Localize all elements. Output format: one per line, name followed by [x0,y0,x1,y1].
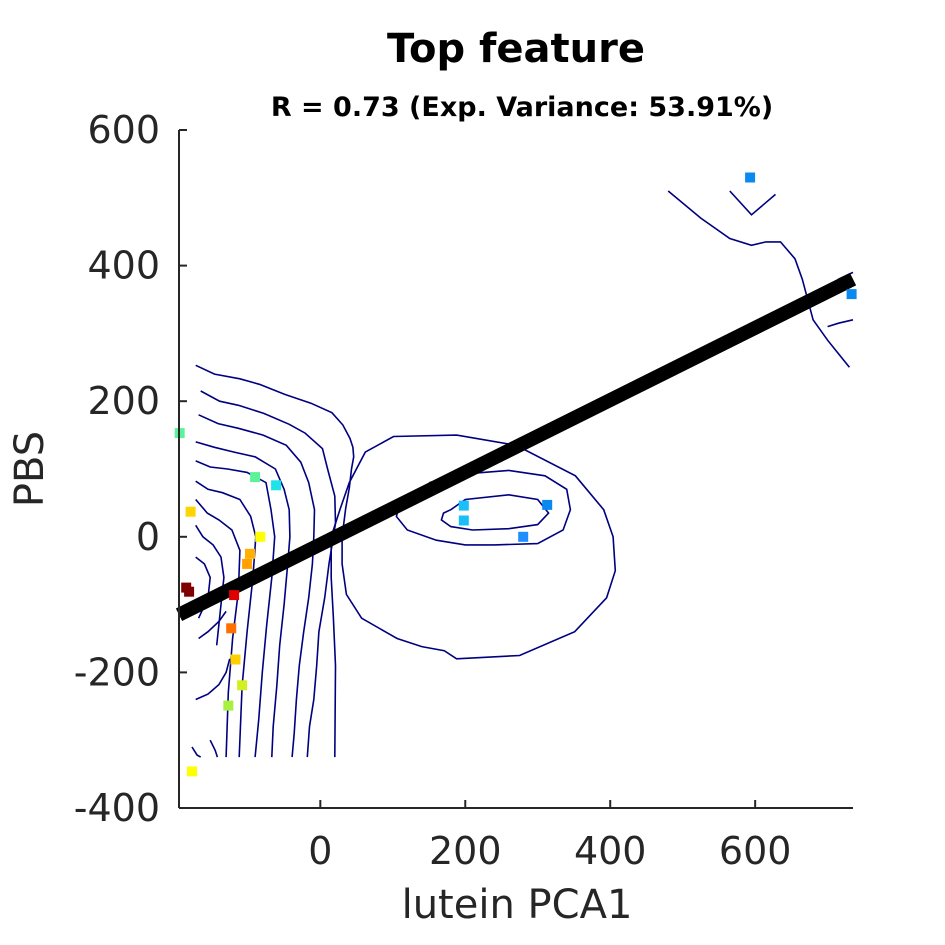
data-point-21 [187,766,197,777]
y-ticks: -400 -200 0 200 400 600 [74,108,187,830]
data-point-10 [185,506,196,517]
data-point-7 [271,480,282,491]
data-point-4 [518,531,529,542]
data-point-3 [542,499,553,510]
y-axis-label: PBS [7,431,53,507]
y-tick-label: -400 [74,786,160,830]
axes [178,130,853,809]
y-tick-label: -200 [74,650,160,694]
data-point-16 [229,590,240,601]
x-tick-label: 200 [429,829,502,873]
y-tick-label: 0 [136,515,160,559]
contour-line-12 [191,746,202,758]
x-axis-label: lutein PCA1 [402,882,633,928]
contour-line-3 [198,414,316,758]
contour-line-17 [729,190,777,216]
x-tick-label: 400 [574,829,647,873]
contour-line-7 [195,498,241,758]
x-ticks: 0 200 400 600 [308,800,791,873]
data-point-17 [226,623,237,634]
data-point-6 [458,515,469,526]
data-points [174,172,857,777]
x-tick-label: 0 [308,829,332,873]
y-tick-label: 200 [87,379,160,423]
x-tick-label: 600 [719,829,792,873]
contour-line-4 [195,441,291,758]
y-tick-label: 600 [87,108,160,152]
contour-line-15 [440,493,550,531]
density-contours [191,190,854,758]
contour-line-16 [667,190,851,368]
contour-line-11 [195,658,231,701]
regression-line-group [175,272,857,622]
contour-line-5 [195,460,276,758]
y-tick-label: 400 [87,244,160,288]
contour-line-1 [195,364,617,758]
contour-line-13 [209,739,219,758]
data-point-5 [458,500,469,511]
data-point-12 [245,548,255,559]
data-point-18 [230,654,241,665]
data-point-20 [223,700,234,711]
data-point-13 [242,558,253,569]
contour-line-6 [195,480,257,758]
contour-line-2 [200,390,337,758]
regression-line [175,272,857,622]
data-point-11 [255,531,266,542]
data-point-15 [184,586,195,597]
data-point-2 [846,289,857,300]
data-point-1 [745,172,756,183]
contour-line-8 [195,524,225,646]
data-point-8 [250,472,261,483]
data-point-19 [237,680,248,691]
chart-subtitle: R = 0.73 (Exp. Variance: 53.91%) [271,92,773,123]
contour-line-19 [827,319,854,328]
contour-line-10 [198,610,227,640]
contour-line-14 [395,469,572,546]
chart-title: Top feature [387,26,645,72]
